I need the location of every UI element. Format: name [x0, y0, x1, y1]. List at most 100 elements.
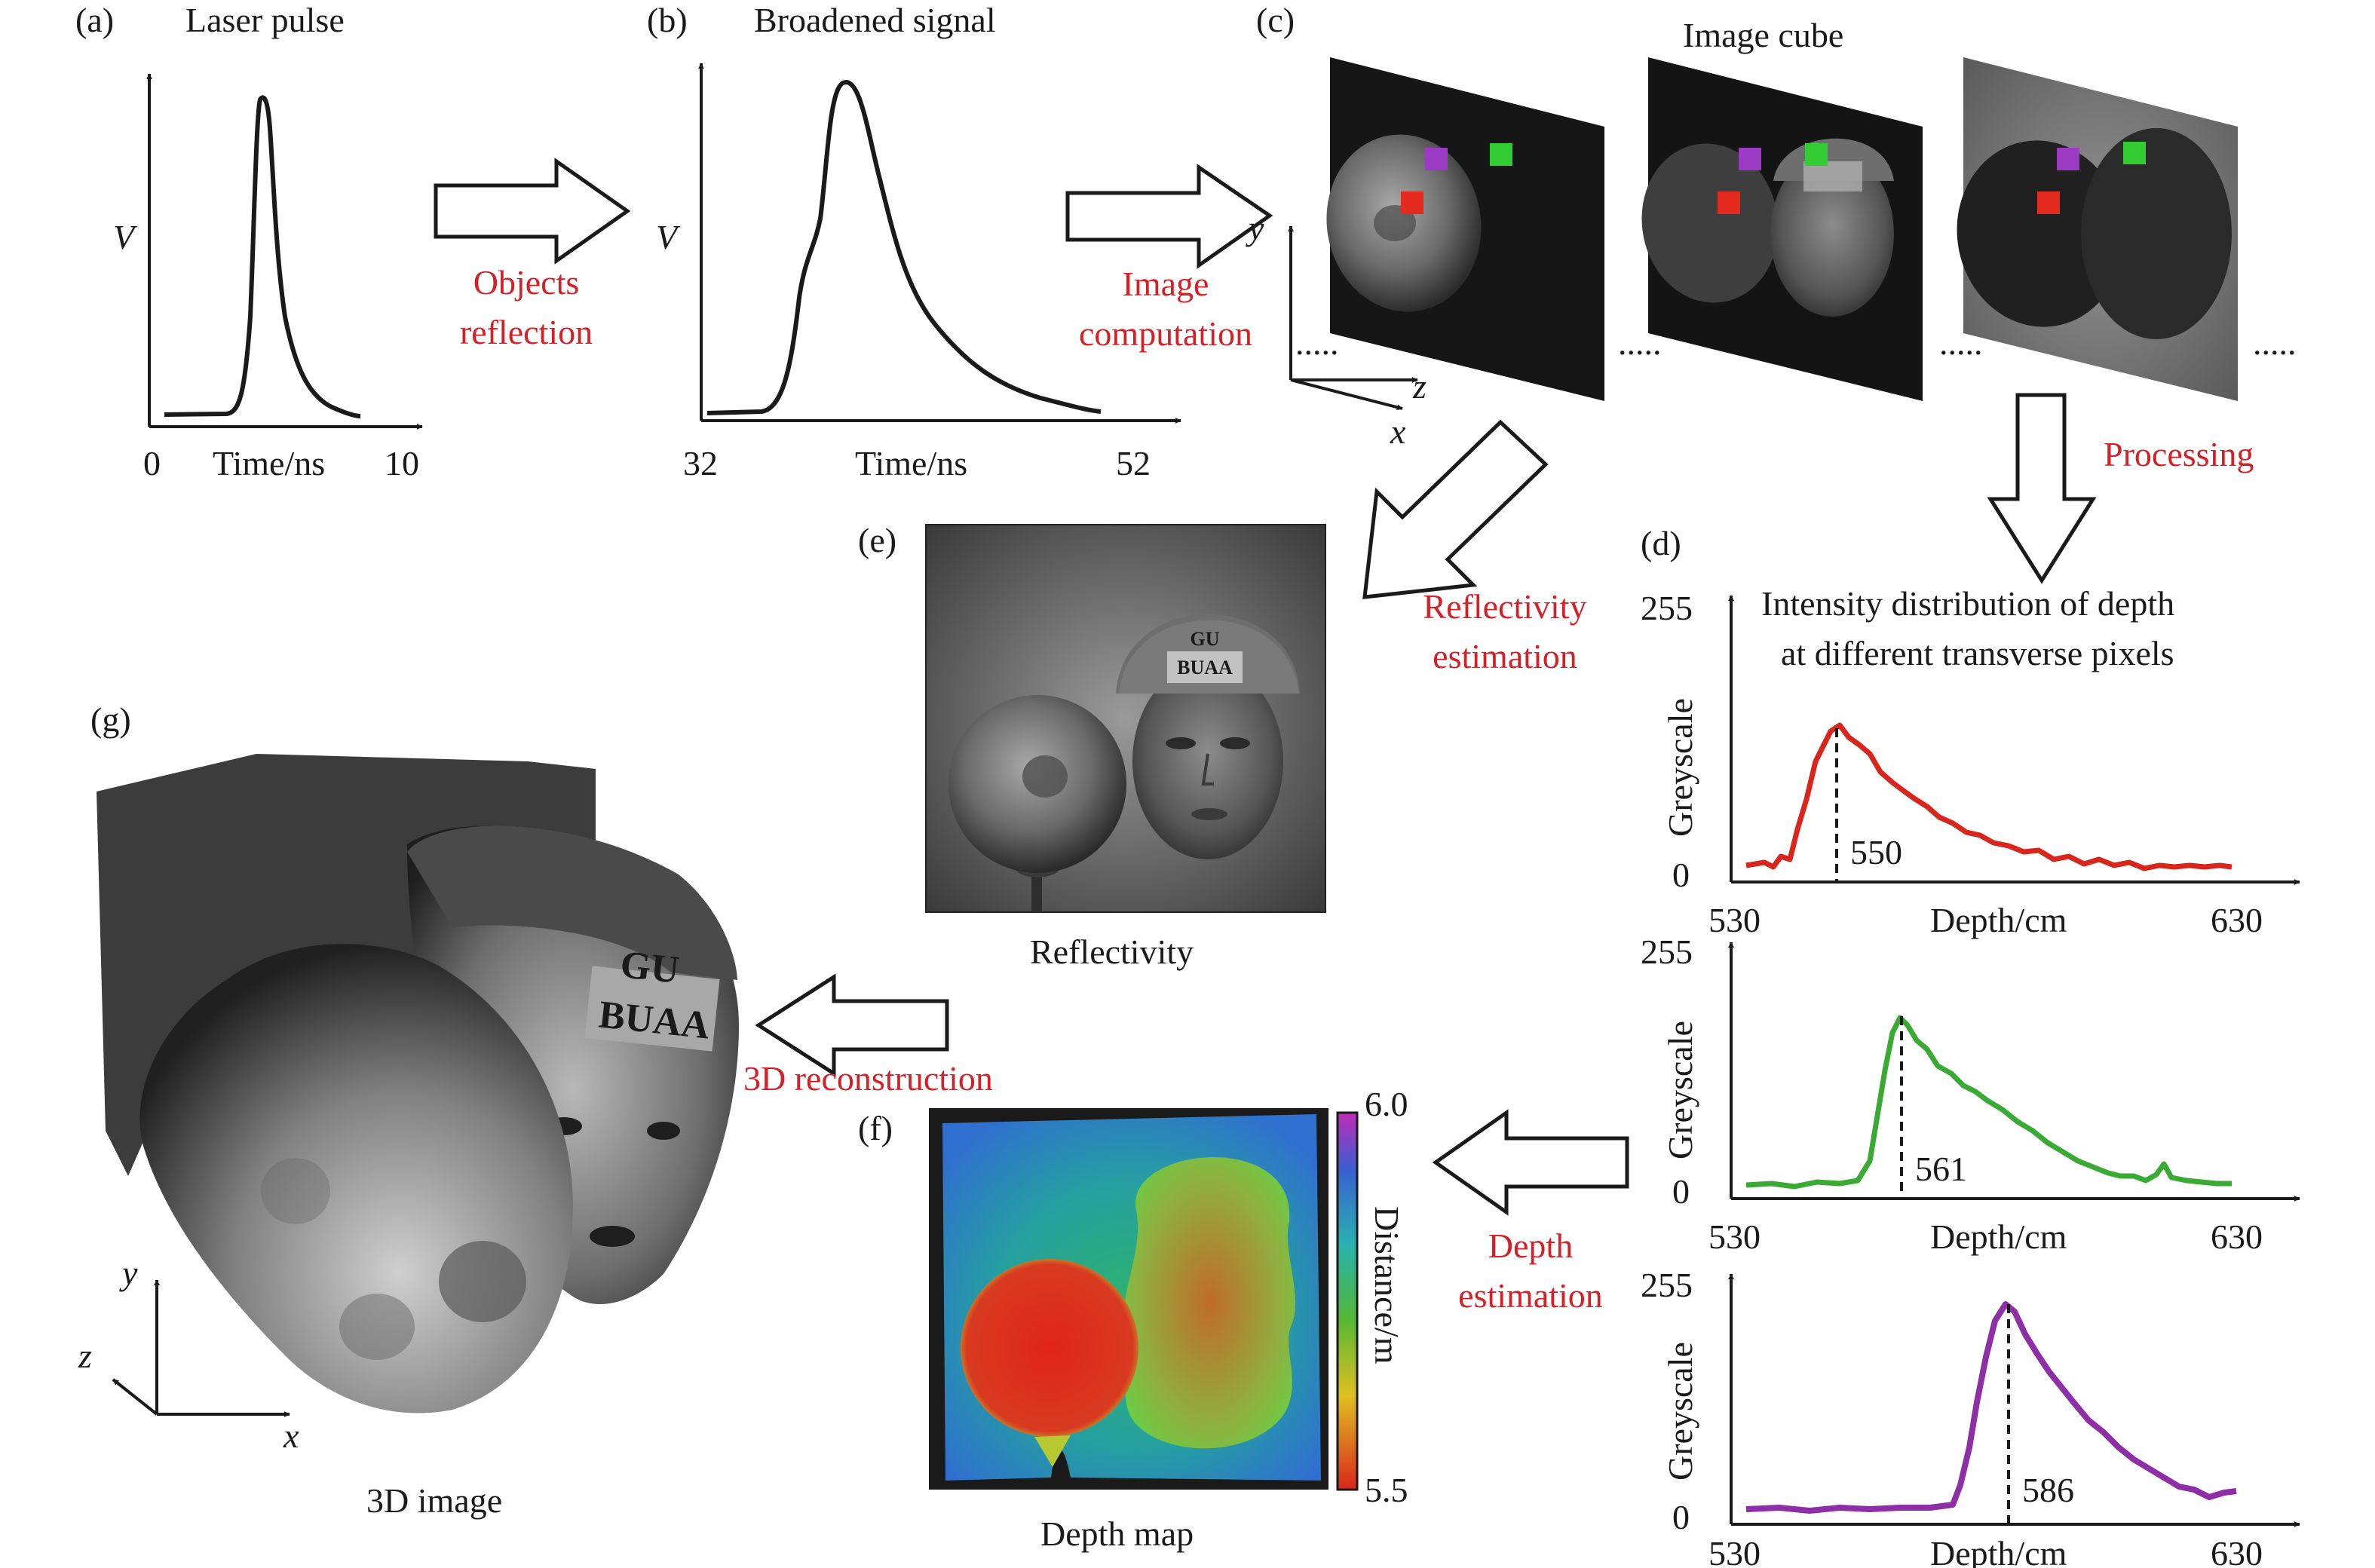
arrow-processing: Processing — [1987, 393, 2254, 584]
label-depth: Depth — [1488, 1227, 1573, 1265]
panel-a-xlabel: Time/ns — [213, 444, 325, 482]
pixel-marker-green — [1490, 143, 1512, 166]
panel-e: (e) GU BUAA Reflectivity — [858, 521, 1326, 971]
panel-b-title: Broadened signal — [754, 1, 996, 39]
ellipsis-1: ..... — [1295, 323, 1339, 362]
panel-d-letter: (d) — [1641, 524, 1681, 562]
plot-red-xmax: 630 — [2211, 901, 2263, 939]
cube-axis-x-label: x — [1390, 412, 1406, 451]
panel-a-letter: (a) — [75, 1, 114, 39]
panel-b-ylabel: V — [656, 218, 681, 256]
label-image: Image — [1123, 265, 1209, 303]
arrow-image-computation: Image computation — [1065, 164, 1273, 353]
plot-red-ymax: 255 — [1641, 589, 1693, 627]
panel-f-letter: (f) — [858, 1109, 893, 1147]
plot-red-ymin: 0 — [1672, 856, 1690, 894]
panel-c-title: Image cube — [1683, 16, 1843, 54]
panel-g-caption: 3D image — [366, 1481, 502, 1520]
ellipsis-3: ..... — [1939, 323, 1983, 362]
helmet-gu-g: GU — [618, 943, 682, 992]
label-estimation-2: estimation — [1458, 1276, 1603, 1315]
panel-b-xlabel: Time/ns — [855, 444, 967, 482]
panel-a-pulse-curve — [164, 95, 361, 418]
helmet-label-g — [584, 966, 720, 1052]
panel-b-letter: (b) — [647, 1, 688, 39]
depth-plot-red: 255 0 Greyscale 530 Depth/cm 630 550 — [1641, 589, 2300, 939]
plot-red-xlabel: Depth/cm — [1930, 901, 2067, 939]
panel-d-title-line1: Intensity distribution of depth — [1761, 584, 2174, 623]
plot-red-peak-label: 550 — [1850, 833, 1902, 871]
plot-green-ymin: 0 — [1672, 1172, 1690, 1211]
plot-purple-peak-label: 586 — [2022, 1471, 2074, 1509]
plot-red-curve — [1745, 722, 2232, 871]
panel-a-ylabel: V — [113, 218, 138, 256]
ellipsis-4: ..... — [2253, 323, 2297, 362]
plot-red-xmin: 530 — [1708, 901, 1761, 939]
plot-purple-xlabel: Depth/cm — [1930, 1534, 2067, 1568]
plot-green-peak-label: 561 — [1915, 1150, 1967, 1188]
plot-green-xmin: 530 — [1708, 1217, 1761, 1256]
helmet-gu-e: GU — [1191, 628, 1220, 650]
panel-g-letter: (g) — [90, 700, 131, 739]
panel-c-letter: (c) — [1256, 1, 1295, 39]
depth-plot-green: 255 0 Greyscale 530 Depth/cm 630 561 — [1641, 933, 2300, 1256]
plot-green-ylabel: Greyscale — [1661, 1021, 1699, 1159]
label-processing: Processing — [2104, 435, 2254, 473]
helmet-buaa-e: BUAA — [1177, 657, 1233, 678]
3d-axis-z-label: z — [78, 1337, 92, 1375]
panel-b-broadened-curve — [706, 80, 1102, 415]
ellipsis-2: ..... — [1618, 323, 1662, 362]
plot-purple-ymax: 255 — [1641, 1266, 1693, 1304]
label-objects: Objects — [473, 263, 580, 302]
label-computation: computation — [1079, 314, 1252, 353]
colorbar — [1336, 1111, 1359, 1491]
arrow-depth-estimation: Depth estimation — [1432, 1109, 1629, 1315]
helmet-label-e — [1167, 651, 1243, 683]
depth-map-head — [1123, 1157, 1295, 1449]
cube-axis-z-label: z — [1412, 367, 1427, 406]
panel-b-xmax: 52 — [1116, 444, 1151, 482]
plot-green-curve — [1745, 1015, 2232, 1190]
label-reflectivity: Reflectivity — [1423, 587, 1586, 626]
panel-f: (f) 6.0 5.5 Distance/m Depth map — [858, 1085, 1408, 1553]
cube-axis-y-label: y — [1246, 209, 1264, 247]
cube-slice-1 — [1326, 57, 1604, 401]
arrow-3d-reconstruction: 3D reconstruction — [743, 973, 993, 1098]
colorbar-min: 5.5 — [1365, 1471, 1408, 1509]
panel-a: (a) Laser pulse V 0 Time/ns 10 — [75, 1, 423, 482]
pixel-marker-purple — [1425, 148, 1448, 170]
panel-a-xmax: 10 — [385, 444, 419, 482]
plot-purple-xmax: 630 — [2211, 1534, 2263, 1568]
colorbar-label: Distance/m — [1368, 1206, 1406, 1364]
arrow-reflectivity-estimation: Reflectivity estimation — [1362, 419, 1587, 675]
panel-e-caption: Reflectivity — [1030, 933, 1194, 971]
panel-b: (b) Broadened signal V 32 Time/ns 52 — [647, 1, 1181, 482]
3d-axis-z — [112, 1378, 158, 1416]
panel-e-letter: (e) — [858, 521, 896, 559]
label-estimation-1: estimation — [1433, 637, 1577, 675]
plot-purple-curve — [1745, 1301, 2237, 1514]
panel-d: (d) Intensity distribution of depth at d… — [1641, 524, 2300, 1568]
label-reflection: reflection — [460, 313, 593, 351]
pixel-marker-red — [1401, 191, 1423, 214]
plot-purple-ymin: 0 — [1672, 1498, 1690, 1536]
plot-green-xmax: 630 — [2211, 1217, 2263, 1256]
plot-green-xlabel: Depth/cm — [1930, 1217, 2067, 1256]
arrow-objects-reflection: Objects reflection — [434, 158, 631, 351]
plot-red-ylabel: Greyscale — [1661, 698, 1699, 837]
panel-g: (g) GU BUAA y z x 3D image — [78, 700, 739, 1520]
colorbar-max: 6.0 — [1365, 1085, 1408, 1123]
depth-plot-purple: 255 0 Greyscale 530 Depth/cm 630 586 — [1641, 1266, 2300, 1568]
depth-map-ball — [961, 1259, 1138, 1437]
cube-axis-x — [1290, 378, 1403, 411]
panel-a-xmin: 0 — [143, 444, 161, 482]
plot-purple-xmin: 530 — [1708, 1534, 1761, 1568]
label-3d-reconstruction: 3D reconstruction — [743, 1059, 993, 1098]
panel-a-title: Laser pulse — [185, 1, 345, 39]
panel-c: (c) Image cube — [1246, 1, 2297, 451]
3d-axis-y-label: y — [119, 1254, 138, 1292]
cube-slice-3 — [1957, 57, 2238, 401]
plot-purple-ylabel: Greyscale — [1661, 1342, 1699, 1481]
panel-d-title-line2: at different transverse pixels — [1781, 634, 2174, 672]
